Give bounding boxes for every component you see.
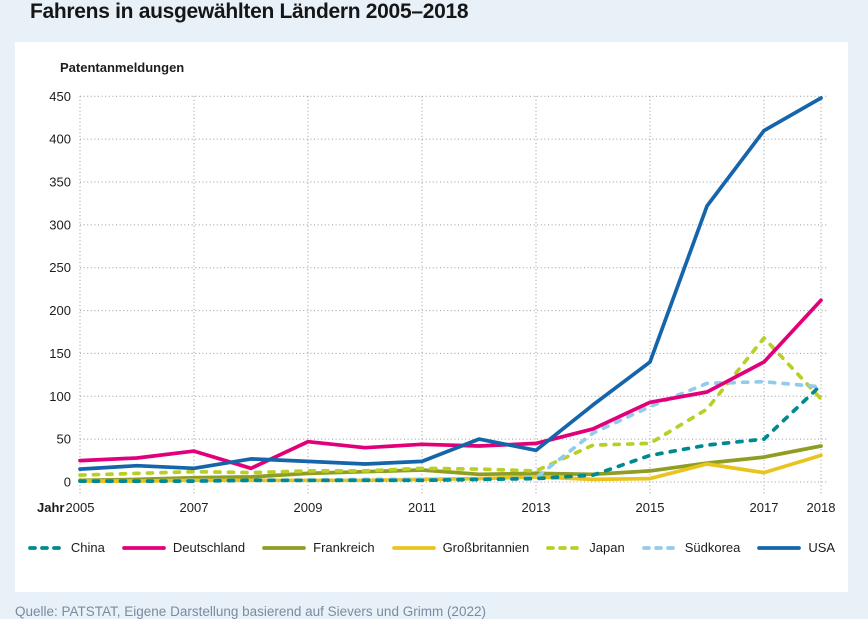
legend-swatch-solid-line [122, 545, 166, 550]
chart-legend: China Deutschland Frankreich Großbritannien… [15, 540, 848, 555]
source-note: Quelle: PATSTAT, Eigene Darstellung basi… [15, 604, 486, 619]
legend-label: Südkorea [684, 540, 741, 555]
y-tick-label: 150 [49, 346, 71, 361]
legend-label: Deutschland [172, 540, 246, 555]
y-tick-label: 350 [49, 175, 71, 190]
series-line-deutschland [78, 298, 823, 471]
legend-label: China [70, 540, 105, 555]
legend-item-deutschland: Deutschland [122, 540, 245, 555]
y-tick-label: 250 [49, 260, 71, 275]
series-line-frankreich [78, 444, 823, 483]
legend-item-china: China [28, 540, 105, 555]
legend-item-grossbritannien: Großbritannien [391, 540, 530, 555]
y-tick-label: 0 [64, 475, 71, 490]
legend-swatch-solid-line [262, 545, 306, 550]
x-tick-label: 2011 [408, 500, 436, 515]
legend-item-frankreich: Frankreich [262, 540, 375, 555]
legend-label: Großbritannien [442, 540, 530, 555]
legend-swatch-dashed-line [546, 545, 583, 550]
legend-item-suedkorea: Südkorea [641, 540, 741, 555]
y-tick-label: 100 [49, 389, 71, 404]
legend-item-usa: USA [757, 540, 835, 555]
x-tick-label: 2015 [636, 500, 665, 515]
legend-swatch-dashed-line [28, 545, 64, 550]
legend-label: USA [808, 540, 836, 555]
y-tick-label: 300 [49, 217, 71, 232]
x-tick-label: 2005 [66, 500, 95, 515]
x-tick-label: 2009 [294, 500, 323, 515]
y-axis-title: Patentanmeldungen [60, 60, 185, 75]
x-tick-label: 2018 [807, 500, 836, 515]
y-tick-label: 450 [49, 89, 71, 104]
y-tick-label: 200 [49, 303, 71, 318]
series-line-usa [78, 96, 823, 471]
line-chart: 0 50 100 150 200 250 300 350 400 450 2005 2007 2009 2… [37, 89, 836, 515]
figure-title: Fahrens in ausgewählten Ländern 2005–201… [30, 0, 469, 23]
y-tick-label: 400 [49, 132, 71, 147]
legend-label: Frankreich [313, 540, 375, 555]
legend-item-japan: Japan [546, 540, 625, 555]
chart-panel: Patentanmeldungen 0 50 100 150 200 250 300 350 4… [15, 42, 848, 592]
series-line-china [78, 383, 823, 483]
legend-label: Japan [589, 540, 625, 555]
y-tick-label: 50 [57, 432, 71, 447]
x-tick-label: 2007 [180, 500, 209, 515]
x-tick-label: 2013 [522, 500, 551, 515]
legend-swatch-solid-line [757, 545, 802, 550]
x-tick-label: 2017 [750, 500, 779, 515]
series-line-japan [78, 336, 823, 477]
legend-swatch-solid-line [391, 545, 436, 550]
legend-swatch-dashed-line [641, 545, 678, 550]
x-axis-title: Jahr [37, 500, 64, 515]
